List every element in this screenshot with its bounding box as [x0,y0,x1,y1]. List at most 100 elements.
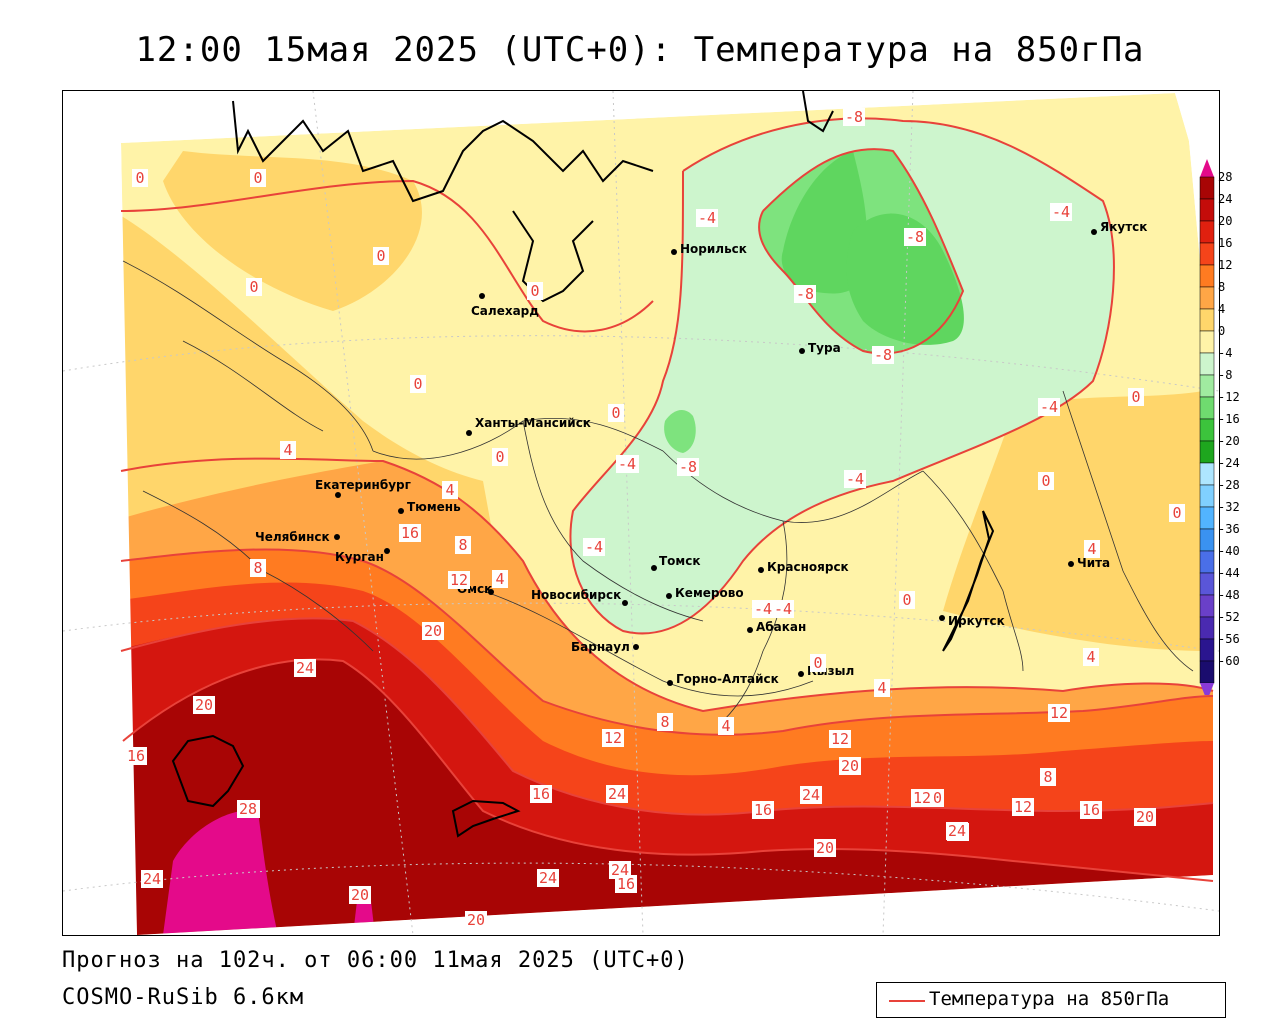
contour-value-label: 16 [530,785,552,803]
svg-text:8: 8 [253,559,262,577]
fill-4-8-east [943,391,1213,651]
gulf-of-ob [512,210,594,303]
contour-value-label: 12 [1012,798,1034,816]
contour-value-label: -4 [616,455,638,473]
contour-value-label: 0 [899,591,915,609]
colorbar-tick-label: -60 [1218,654,1240,668]
city-label: Чита [1077,556,1110,570]
city-tomsk[interactable]: Томск [651,554,701,571]
colorbar-swatch [1199,352,1215,376]
legend-line-sample [889,1000,925,1002]
svg-text:20: 20 [467,911,485,929]
contour-value-label: 20 [193,696,215,714]
colorbar-tick-label: -32 [1218,500,1240,514]
svg-text:0: 0 [135,169,144,187]
contour-value-label: -4 [583,538,605,556]
svg-text:24: 24 [296,659,314,677]
svg-text:20: 20 [841,757,859,775]
svg-text:-8: -8 [845,108,863,126]
contour-value-label: 4 [1084,540,1100,558]
svg-text:-4: -4 [774,600,792,618]
city-chelyabinsk[interactable]: Челябинск [255,530,340,544]
contour-value-label: -4 [752,600,774,618]
svg-text:20: 20 [195,696,213,714]
city-kurgan[interactable]: Курган [335,548,390,564]
svg-text:0: 0 [376,247,385,265]
contour-value-label: -4 [844,470,866,488]
contour-value-label: 24 [800,786,822,804]
contour-line [569,117,1115,635]
svg-text:-4: -4 [585,538,603,556]
city-salekhard[interactable]: Салехард [471,293,539,318]
city-kyzyl[interactable]: Кызыл [798,664,854,678]
svg-text:4: 4 [721,717,730,735]
colorbar-swatch [1199,462,1215,486]
city-tyumen[interactable]: Тюмень [398,500,461,514]
colorbar-tick-label: 24 [1218,192,1232,206]
colorbar-swatch [1199,528,1215,552]
city-abakan[interactable]: Абакан [747,620,806,634]
svg-text:24: 24 [948,822,966,840]
colorbar-top-arrow [1200,159,1214,177]
svg-text:0: 0 [249,278,258,296]
svg-text:4: 4 [1086,648,1095,666]
svg-text:20: 20 [816,839,834,857]
svg-text:24: 24 [611,861,629,879]
city-label: Абакан [756,620,806,634]
taimyr-coast [802,91,834,133]
contour-value-label: 4 [1083,648,1099,666]
city-label: Ханты-Мансийск [475,416,591,430]
lake-issyk-kul [451,799,521,838]
colorbar-tick-label: -40 [1218,544,1240,558]
colorbar-swatch [1199,396,1215,420]
city-kemerovo[interactable]: Кемерово [666,586,744,600]
colorbar-swatch [1199,220,1215,244]
contour-value-label: -8 [794,285,816,303]
svg-text:0: 0 [253,169,262,187]
contour-value-label: 24 [609,861,631,879]
city-barnaul[interactable]: Барнаул [571,640,639,654]
forecast-info: Прогноз на 102ч. от 06:00 11мая 2025 (UT… [62,948,689,973]
svg-text:8: 8 [1043,768,1052,786]
city-label: Томск [659,554,701,568]
city-yekaterinburg[interactable]: Екатеринбург [315,478,411,498]
contour-value-label: 16 [615,875,637,893]
city-label: Барнаул [571,640,630,654]
colorbar-tick-label: -20 [1218,434,1240,448]
lake-balkhash-region [171,734,245,808]
contour-value-label: 20 [349,886,371,904]
svg-text:0: 0 [902,591,911,609]
contour-value-label: -4 [1038,398,1060,416]
contour-value-label: 0 [608,404,624,422]
city-label: Красноярск [767,560,849,574]
city-label: Курган [335,550,384,564]
contour-line [120,457,1214,713]
city-label: Тюмень [407,500,461,514]
contour-value-label: 0 [1169,504,1185,522]
colorbar-tick-label: -44 [1218,566,1240,580]
city-irkutsk[interactable]: Иркутск [939,614,1005,628]
contour-value-label: 12 [829,730,851,748]
contour-value-label: 0 [410,375,426,393]
contour-value-label: 24 [537,869,559,887]
city-khanty-mansiysk[interactable]: Ханты-Мансийск [466,416,591,436]
contour-line [120,548,1214,736]
svg-text:16: 16 [1082,801,1100,819]
city-norilsk[interactable]: Норильск [671,242,747,256]
city-gorno-altaysk[interactable]: Горно-Алтайск [667,672,779,686]
colorbar-tick-label: 4 [1218,302,1225,316]
city-tura[interactable]: Тура [799,341,841,355]
city-novosibirsk[interactable]: Новосибирск [531,588,628,606]
city-krasnoyarsk[interactable]: Красноярск [758,560,849,574]
map-panel: Норильск Якутск Салехард Тура Ханты-Манс… [62,90,1220,936]
svg-text:4: 4 [445,481,454,499]
colorbar-tick-label: 16 [1218,236,1232,250]
svg-text:-8: -8 [796,285,814,303]
city-chita[interactable]: Чита [1068,556,1110,570]
colorbar-swatch [1199,176,1215,200]
colorbar-tick-label: -24 [1218,456,1240,470]
model-info: COSMO-RuSib 6.6км [62,985,305,1010]
contour-value-label: 4 [442,481,458,499]
city-yakutsk[interactable]: Якутск [1091,220,1147,235]
svg-text:0: 0 [1172,504,1181,522]
